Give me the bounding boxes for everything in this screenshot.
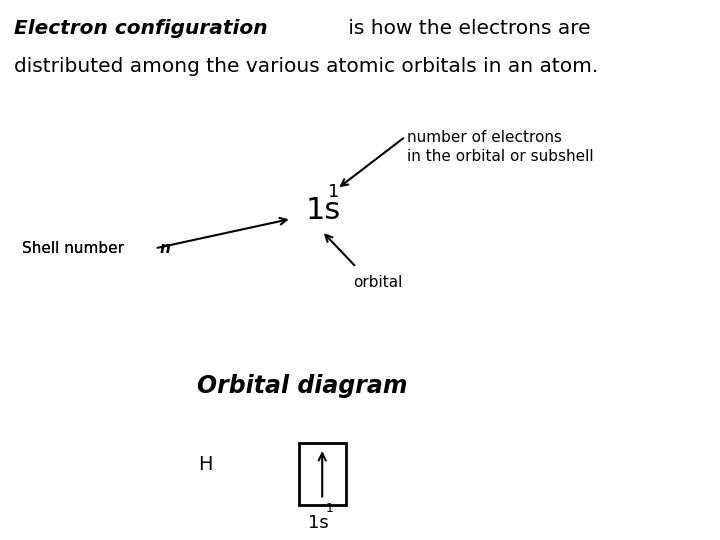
Text: 1s: 1s: [306, 195, 341, 225]
Text: H: H: [198, 455, 212, 474]
Text: Electron configuration: Electron configuration: [14, 19, 268, 38]
Text: 1: 1: [326, 502, 334, 515]
Text: n: n: [160, 241, 171, 256]
Text: Shell number: Shell number: [22, 241, 128, 256]
Text: Orbital diagram: Orbital diagram: [197, 374, 408, 398]
Text: 1: 1: [328, 183, 339, 201]
Text: orbital: orbital: [353, 275, 402, 291]
Text: 1s: 1s: [308, 514, 329, 532]
Text: Shell number: Shell number: [22, 241, 128, 256]
Text: number of electrons
in the orbital or subshell: number of electrons in the orbital or su…: [407, 130, 593, 164]
Text: distributed among the various atomic orbitals in an atom.: distributed among the various atomic orb…: [14, 57, 598, 76]
Bar: [299, 443, 346, 505]
Text: is how the electrons are: is how the electrons are: [342, 19, 590, 38]
